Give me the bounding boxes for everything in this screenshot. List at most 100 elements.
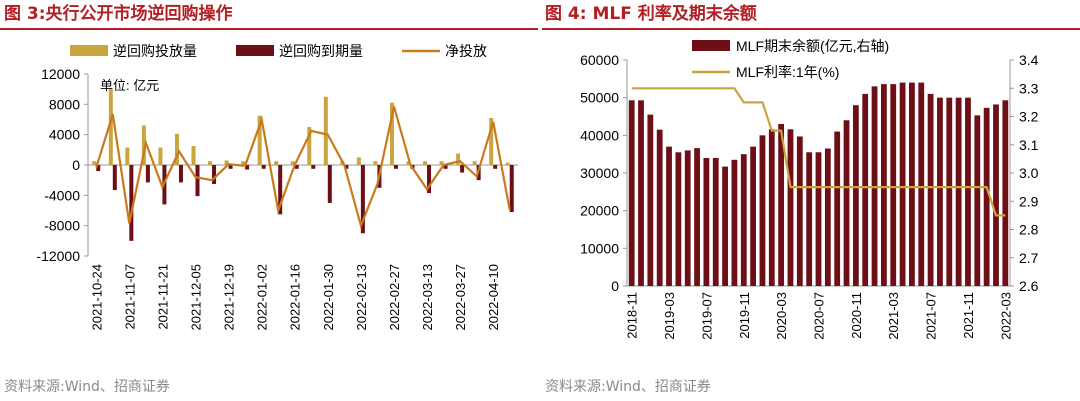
bar-reverse-repo — [323, 96, 328, 165]
x-tick-label: 2019-07 — [699, 292, 714, 340]
legend-label-net: 净投放 — [445, 43, 487, 59]
bar-maturity — [443, 165, 448, 169]
x-tick-label: 2022-03 — [998, 292, 1013, 340]
bar-maturity — [112, 165, 117, 191]
right-y-tick-label: 3.0 — [1019, 165, 1039, 181]
legend-swatch-mlf-balance — [692, 40, 730, 51]
bar-mlf-balance — [974, 115, 981, 287]
right-y-tick-label: 3.3 — [1019, 80, 1039, 96]
x-tick-label: 2022-01-30 — [321, 264, 336, 331]
bar-reverse-repo — [423, 161, 428, 165]
legend-label-mlf-balance: MLF期末余额(亿元,右轴) — [736, 38, 889, 54]
left-y-tick-label: 50000 — [580, 90, 619, 106]
x-tick-label: 2021-12-05 — [189, 264, 204, 331]
line-mlf-rate — [631, 87, 1006, 217]
y-tick-label: 4000 — [49, 127, 80, 143]
bar-mlf-balance — [918, 82, 925, 286]
bar-reverse-repo — [108, 89, 113, 165]
y-tick-label: 0 — [72, 157, 80, 173]
bar-mlf-balance — [955, 97, 962, 287]
bar-mlf-balance — [638, 100, 644, 286]
bar-maturity — [493, 165, 498, 169]
bar-mlf-balance — [740, 154, 747, 286]
bar-mlf-balance — [909, 82, 915, 286]
bar-reverse-repo — [174, 133, 179, 165]
bar-mlf-balance — [628, 100, 635, 286]
bar-maturity — [509, 165, 514, 213]
bar-mlf-balance — [983, 107, 990, 286]
unit-note: 单位: 亿元 — [100, 78, 159, 93]
bar-mlf-balance — [946, 97, 953, 287]
bar-mlf-balance — [899, 82, 906, 286]
bar-maturity — [427, 165, 432, 194]
bar-mlf-balance — [675, 152, 682, 286]
bar-maturity — [178, 165, 183, 183]
x-tick-label: 2020-11 — [849, 292, 864, 339]
bar-reverse-repo — [208, 161, 213, 165]
bar-mlf-balance — [843, 120, 850, 287]
bar-mlf-balance — [722, 166, 728, 286]
bar-reverse-repo — [489, 117, 494, 165]
bar-reverse-repo — [158, 147, 163, 165]
bar-reverse-repo — [257, 115, 262, 165]
right-y-tick-label: 3.2 — [1019, 109, 1039, 125]
left-y-tick-label: 40000 — [580, 127, 619, 143]
bar-maturity — [460, 165, 465, 173]
bar-maturity — [261, 165, 266, 169]
y-tick-label: -4000 — [44, 187, 80, 203]
bar-mlf-balance — [778, 124, 785, 287]
bar-mlf-balance — [712, 157, 719, 286]
bar-maturity — [344, 165, 349, 169]
x-tick-label: 2021-03 — [886, 292, 901, 340]
bar-maturity — [228, 165, 233, 169]
right-y-tick-label: 3.1 — [1019, 137, 1039, 153]
bar-reverse-repo — [290, 161, 295, 165]
x-tick-label: 2018-11 — [625, 292, 640, 339]
bar-mlf-balance — [647, 114, 654, 286]
bar-mlf-balance — [965, 97, 971, 287]
bar-mlf-balance — [731, 159, 738, 286]
bar-mlf-balance — [1002, 100, 1009, 286]
figure-4-source: 资料来源:Wind、招商证券 — [545, 379, 711, 395]
bar-reverse-repo — [373, 161, 378, 165]
bar-reverse-repo — [439, 161, 444, 165]
bar-maturity — [327, 165, 332, 203]
bar-mlf-balance — [759, 135, 766, 286]
x-tick-label: 2022-03-13 — [420, 264, 435, 331]
y-tick-label: -12000 — [36, 248, 80, 264]
figure-3-legend: 逆回购投放量 逆回购到期量 净投放 — [70, 43, 487, 59]
bar-mlf-balance — [834, 131, 841, 286]
x-tick-label: 2019-11 — [737, 292, 752, 339]
x-tick-label: 2021-10-24 — [89, 264, 104, 331]
left-y-tick-label: 20000 — [580, 203, 619, 219]
x-tick-label: 2022-02-27 — [387, 264, 402, 331]
y-tick-label: 12000 — [41, 66, 80, 82]
bar-mlf-balance — [703, 157, 710, 286]
bar-mlf-balance — [768, 129, 775, 286]
x-tick-label: 2022-02-13 — [354, 264, 369, 331]
bar-mlf-balance — [656, 129, 663, 286]
bar-mlf-balance — [862, 93, 869, 287]
bar-reverse-repo — [92, 161, 97, 165]
x-tick-label: 2021-11 — [961, 292, 976, 339]
legend-swatch-maturity — [236, 45, 274, 56]
legend-label-mlf-rate: MLF利率:1年(%) — [736, 64, 839, 80]
right-y-tick-label: 2.9 — [1019, 193, 1039, 209]
bar-mlf-balance — [937, 97, 943, 287]
bar-maturity — [145, 165, 150, 183]
bar-mlf-balance — [890, 84, 897, 287]
bar-reverse-repo — [389, 102, 394, 165]
bar-reverse-repo — [224, 160, 229, 165]
bar-maturity — [129, 165, 134, 241]
x-tick-label: 2022-01-16 — [288, 264, 303, 331]
bar-mlf-balance — [852, 105, 859, 286]
left-y-tick-label: 60000 — [580, 52, 619, 68]
x-tick-label: 2021-11-21 — [155, 264, 170, 330]
left-y-tick-label: 0 — [611, 278, 619, 294]
bar-maturity — [195, 165, 200, 197]
bar-reverse-repo — [125, 147, 130, 165]
bar-reverse-repo — [241, 161, 246, 165]
bar-reverse-repo — [191, 146, 196, 165]
figure-4-title-rule — [542, 28, 1080, 30]
bar-maturity — [393, 165, 398, 169]
